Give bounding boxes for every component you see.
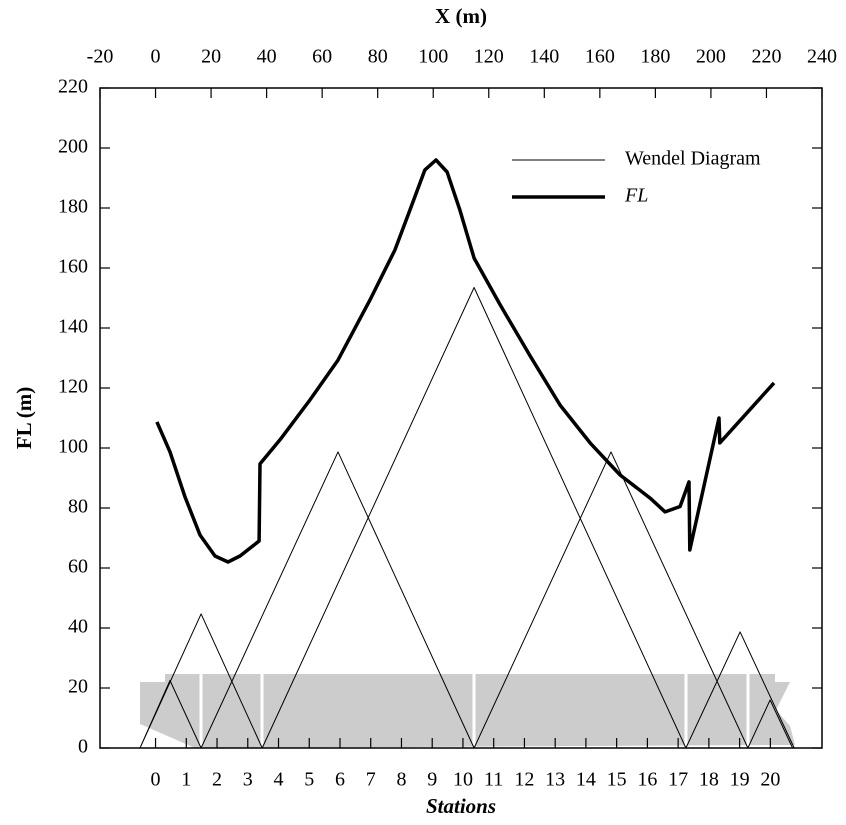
y-tick-label: 80 [68,496,88,518]
x2-tick-label: 14 [576,769,596,791]
y-tick-label: 180 [58,196,88,218]
series-line [139,287,795,749]
y-tick-label: 0 [78,736,88,758]
x-tick-label: 20 [201,46,221,68]
x-tick-label: 0 [151,46,161,68]
x2-tick-label: 0 [151,769,161,791]
y-tick-label: 120 [58,376,88,398]
legend-label: Wendel Diagram [625,148,761,170]
x2-tick-label: 17 [668,769,688,791]
x2-tick-label: 1 [181,769,191,791]
x-tick-label: 80 [368,46,388,68]
x2-axis-title: Stations [426,794,496,818]
x-tick-label: 180 [640,46,670,68]
x2-tick-label: 20 [760,769,780,791]
x2-tick-label: 2 [212,769,222,791]
series-line [155,158,776,564]
y-tick-label: 20 [68,676,88,698]
y-tick-label: 40 [68,616,88,638]
x-tick-label: 140 [529,46,559,68]
x2-tick-label: 18 [699,769,719,791]
x-tick-label: 220 [751,46,781,68]
x2-tick-label: 15 [607,769,627,791]
y-tick-label: 200 [58,136,88,158]
x-tick-label: 60 [312,46,332,68]
x2-tick-label: 10 [453,769,473,791]
x2-tick-label: 9 [427,769,437,791]
x-tick-label: 40 [257,46,277,68]
x2-tick-label: 5 [304,769,314,791]
y-tick-label: 160 [58,256,88,278]
x2-tick-label: 8 [396,769,406,791]
x-tick-label: -20 [87,46,114,68]
y-tick-label: 140 [58,316,88,338]
x2-tick-label: 6 [335,769,345,791]
legend-label: FL [624,185,648,207]
y-axis-title: FL (m) [12,387,36,449]
x2-tick-label: 3 [243,769,253,791]
x-tick-label: 200 [696,46,726,68]
x-tick-label: 100 [418,46,448,68]
x2-tick-label: 13 [545,769,565,791]
y-tick-label: 220 [58,76,88,98]
x2-tick-label: 11 [484,769,503,791]
y-tick-label: 60 [68,556,88,578]
y-tick-label: 100 [58,436,88,458]
plot-frame [99,87,823,749]
x2-tick-label: 4 [274,769,284,791]
x2-tick-label: 16 [637,769,657,791]
x-axis-title: X (m) [435,4,487,28]
ship-silhouette [140,674,795,748]
x2-tick-label: 12 [514,769,534,791]
x-tick-label: 160 [585,46,615,68]
x2-tick-label: 19 [730,769,750,791]
x-tick-label: 120 [474,46,504,68]
x2-tick-label: 7 [366,769,376,791]
ship-hull [140,674,795,748]
x-tick-label: 240 [807,46,837,68]
